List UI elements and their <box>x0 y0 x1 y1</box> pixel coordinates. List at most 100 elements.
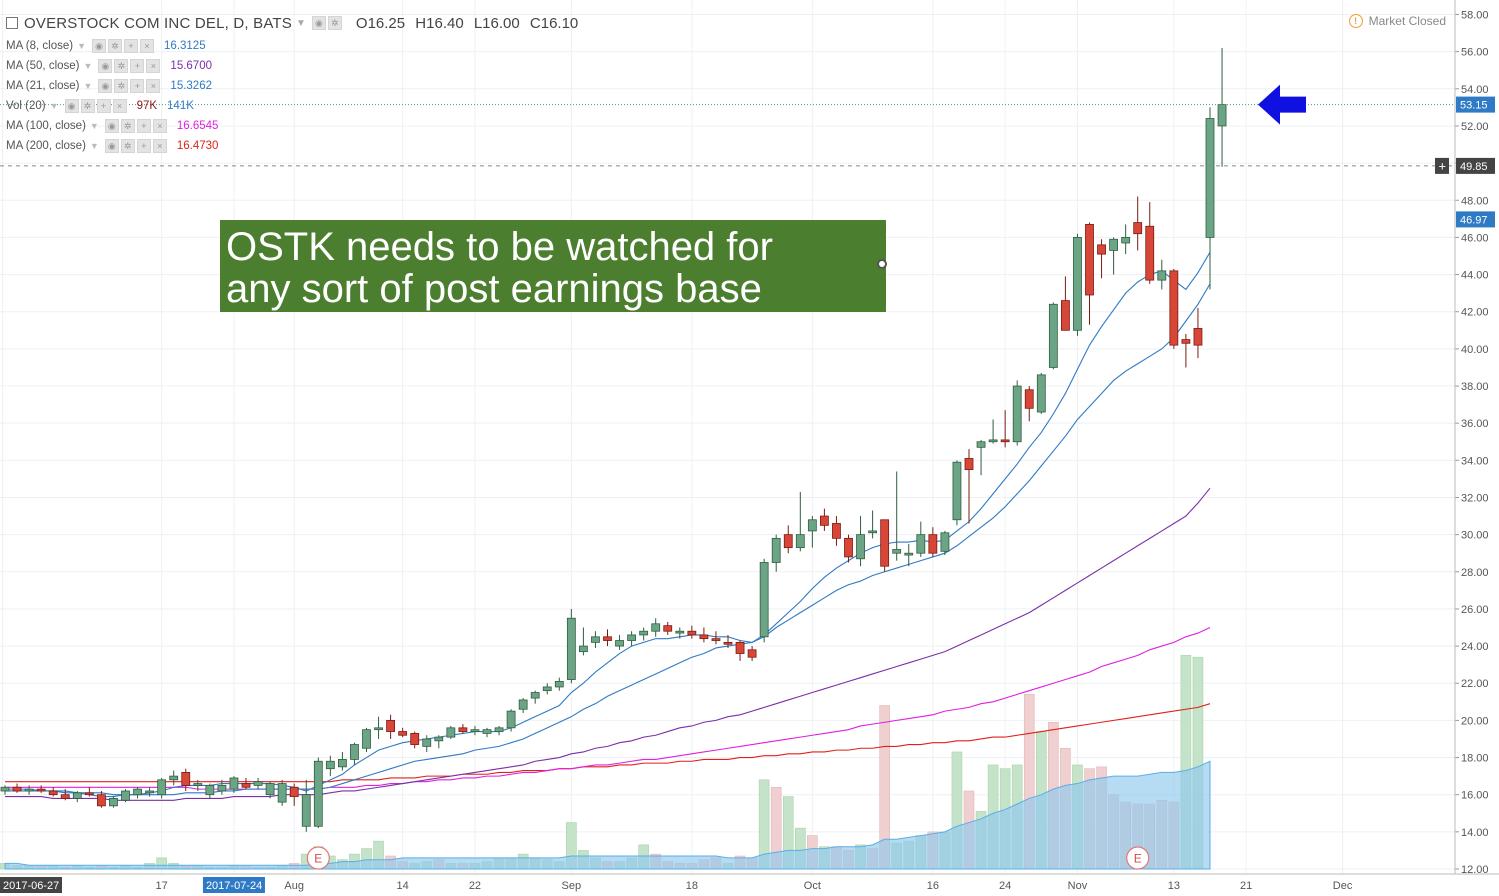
indicator-row[interactable]: MA (100, close) ▼ ◉ ✲ + × 16.6545 <box>6 116 584 136</box>
symbol-header[interactable]: OVERSTOCK COM INC DEL, D, BATS ▼ ◉ ✲ O16.… <box>6 10 584 36</box>
plus-icon[interactable]: + <box>124 39 139 53</box>
price-label-box <box>1456 211 1495 228</box>
candle-body <box>651 623 661 632</box>
indicator-value: 15.3262 <box>170 80 212 92</box>
eye-icon[interactable]: ◉ <box>311 16 326 30</box>
x-tick-label: Oct <box>804 880 821 892</box>
candle-body <box>1085 224 1094 296</box>
close-icon[interactable]: × <box>152 139 167 153</box>
gear-icon[interactable]: ✲ <box>108 39 123 53</box>
candle-body <box>771 537 781 563</box>
gear-icon[interactable]: ✲ <box>114 59 129 73</box>
candle-body <box>904 552 914 556</box>
plus-icon[interactable]: + <box>96 99 111 113</box>
candle-body <box>229 777 239 790</box>
plus-icon[interactable]: + <box>136 139 151 153</box>
x-tick-label: Aug <box>284 880 304 892</box>
annotation-line-2: any sort of post earnings base <box>226 267 762 311</box>
eye-icon[interactable]: ◉ <box>104 119 119 133</box>
candle-body <box>205 785 215 796</box>
candle-body <box>1073 237 1082 331</box>
candle-body <box>217 785 227 792</box>
indicator-row[interactable]: MA (8, close) ▼ ◉ ✲ + × 16.3125 <box>6 36 584 56</box>
close-icon[interactable]: × <box>146 79 161 93</box>
eye-icon[interactable]: ◉ <box>64 99 79 113</box>
eye-icon[interactable]: ◉ <box>104 139 119 153</box>
text-annotation[interactable]: OSTK needs to be watched for any sort of… <box>220 220 886 312</box>
y-tick-label: 34.00 <box>1461 455 1489 467</box>
collapse-square-icon[interactable] <box>6 17 18 29</box>
candle-body <box>1217 104 1227 127</box>
candle-body <box>711 638 721 641</box>
candle-body <box>627 634 636 641</box>
candle-body <box>325 760 335 770</box>
indicator-value: 16.4730 <box>176 140 219 152</box>
candle-body <box>699 634 709 640</box>
indicator-row[interactable]: Vol (20) ▼ ◉ ✲ + × 97K 141K <box>6 96 584 116</box>
close-icon[interactable]: × <box>140 39 155 53</box>
candle-body <box>1048 303 1058 368</box>
x-tick-label: 24 <box>999 880 1011 892</box>
plus-icon[interactable]: + <box>130 79 145 93</box>
indicator-row[interactable]: MA (50, close) ▼ ◉ ✲ + × 15.6700 <box>6 56 584 76</box>
chevron-down-icon[interactable]: ▼ <box>296 17 306 29</box>
gear-icon[interactable]: ✲ <box>120 139 135 153</box>
candle-body <box>374 727 383 731</box>
earnings-marker-label: E <box>314 852 322 866</box>
indicator-label: MA (8, close) <box>6 40 74 52</box>
candle-body <box>783 534 793 549</box>
candle-body <box>916 534 926 554</box>
candle-body <box>169 775 179 781</box>
price-label-box <box>1456 96 1495 113</box>
indicator-row[interactable]: MA (21, close) ▼ ◉ ✲ + × 15.3262 <box>6 76 584 96</box>
eye-icon[interactable]: ◉ <box>98 79 113 93</box>
chart-legend: OVERSTOCK COM INC DEL, D, BATS ▼ ◉ ✲ O16.… <box>6 10 584 156</box>
gear-icon[interactable]: ✲ <box>120 119 135 133</box>
price-axis[interactable]: 58.0056.0054.0052.0050.0048.0046.0044.00… <box>1435 0 1495 876</box>
chevron-down-icon[interactable]: ▼ <box>49 101 59 111</box>
close-icon[interactable]: × <box>152 119 167 133</box>
close-value: C16.10 <box>529 14 579 32</box>
candle-body <box>735 641 745 654</box>
chevron-down-icon[interactable]: ▼ <box>83 61 93 71</box>
symbol-title: OVERSTOCK COM INC DEL, D, BATS <box>24 14 292 32</box>
gear-icon[interactable]: ✲ <box>327 16 342 30</box>
y-tick-label: 36.00 <box>1461 418 1489 430</box>
y-tick-label: 48.00 <box>1461 195 1489 207</box>
earnings-marker-label: E <box>1134 852 1142 866</box>
ma-50-line <box>5 487 1211 801</box>
date-label: 2017-07-24 <box>206 880 262 892</box>
y-tick-label: 46.00 <box>1461 232 1489 244</box>
volume-bars <box>0 655 1211 870</box>
eye-icon[interactable]: ◉ <box>98 59 113 73</box>
close-icon[interactable]: × <box>112 99 127 113</box>
gear-icon[interactable]: ✲ <box>114 79 129 93</box>
candle-body <box>940 532 950 552</box>
plus-icon[interactable]: + <box>136 119 151 133</box>
candle-body <box>542 686 552 692</box>
candle-body <box>289 786 299 797</box>
candle-body <box>422 738 432 747</box>
plus-icon[interactable]: + <box>130 59 145 73</box>
candle-body <box>615 640 624 647</box>
chevron-down-icon[interactable]: ▼ <box>89 121 99 131</box>
chevron-down-icon[interactable]: ▼ <box>89 141 99 151</box>
candle-body <box>1121 237 1131 244</box>
indicator-value-2: 141K <box>167 100 194 112</box>
eye-icon[interactable]: ◉ <box>92 39 107 53</box>
price-label-box <box>1456 157 1495 174</box>
candle-body <box>446 727 456 738</box>
candle-body <box>723 641 733 645</box>
gear-icon[interactable]: ✲ <box>80 99 95 113</box>
close-icon[interactable]: × <box>146 59 161 73</box>
candle-body <box>157 779 167 796</box>
low-value: L16.00 <box>473 14 520 32</box>
candle-body <box>591 636 600 643</box>
time-axis[interactable]: 2017-06-27 17 2017-07-24 Aug 14 22 Sep 18 Oct 16 2… <box>0 873 1499 893</box>
indicator-row[interactable]: MA (200, close) ▼ ◉ ✲ + × 16.4730 <box>6 136 584 156</box>
chevron-down-icon[interactable]: ▼ <box>77 41 87 51</box>
annotation-resize-handle[interactable] <box>877 259 887 269</box>
candle-body <box>1157 270 1167 281</box>
chevron-down-icon[interactable]: ▼ <box>83 81 93 91</box>
